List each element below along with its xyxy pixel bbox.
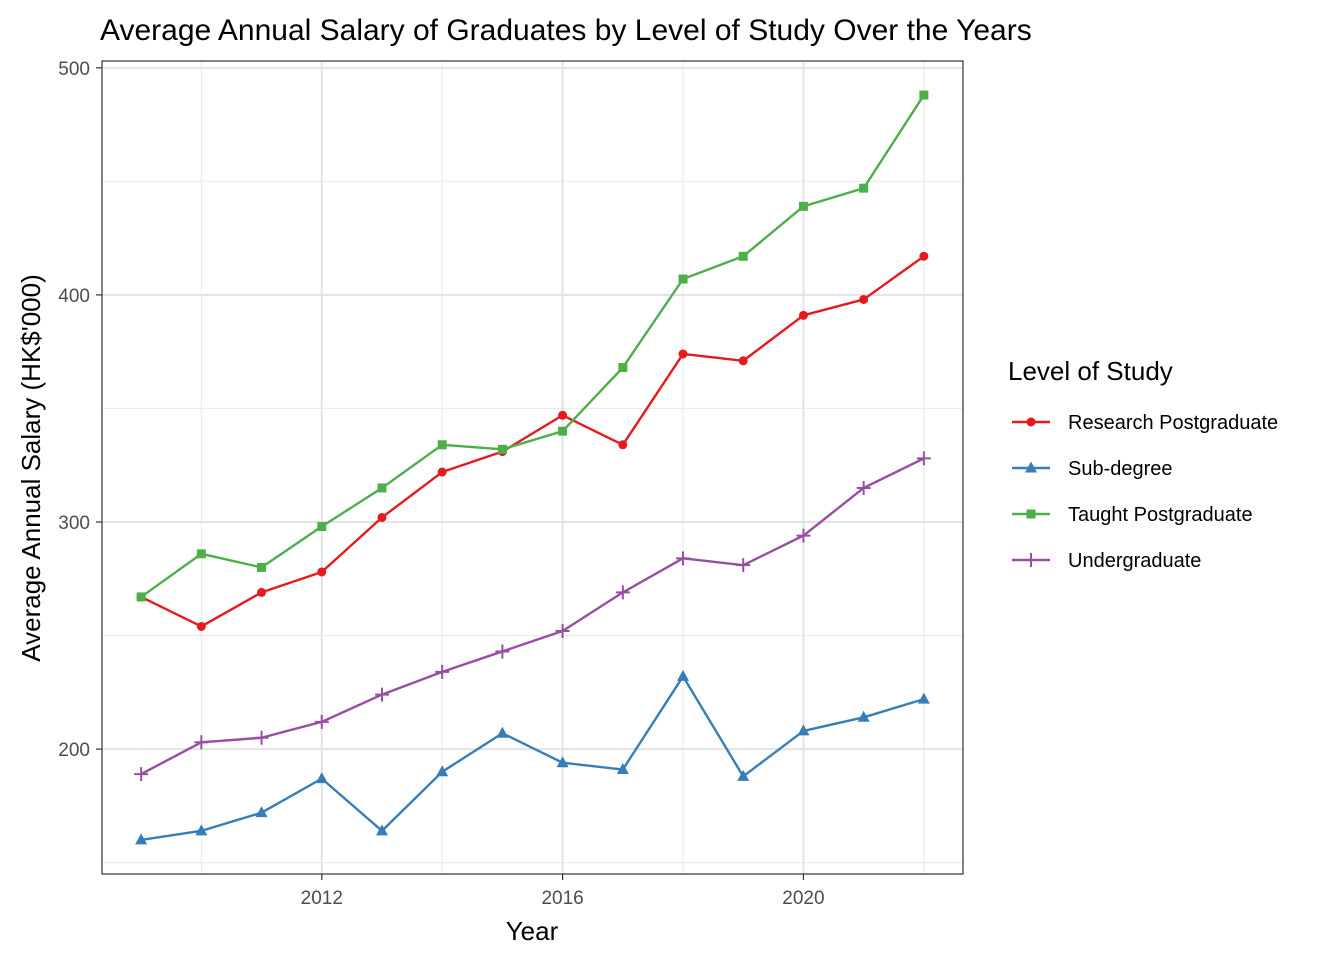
y-tick-label: 200: [58, 740, 90, 761]
data-point-taught-postgraduate: [678, 274, 688, 284]
x-tick-label: 2016: [541, 888, 583, 909]
data-point-sub-degree: [917, 692, 930, 704]
data-point-undergraduate: [615, 585, 630, 600]
legend-label: Sub-degree: [1068, 458, 1173, 480]
data-point-taught-postgraduate: [437, 440, 447, 450]
x-tick-label: 2012: [301, 888, 343, 909]
legend-items: Research Postgraduate Sub-degree Taught Po…: [1012, 412, 1278, 572]
data-point-taught-postgraduate: [497, 444, 507, 454]
y-tick-label: 500: [58, 59, 90, 80]
legend-label: Taught Postgraduate: [1068, 504, 1253, 526]
legend-label: Undergraduate: [1068, 550, 1201, 572]
data-point-sub-degree: [857, 710, 870, 722]
legend-key-marker: [1026, 509, 1036, 519]
data-point-undergraduate: [736, 558, 751, 573]
legend-key-marker: [1025, 461, 1037, 473]
data-point-undergraduate: [194, 735, 209, 750]
data-point-undergraduate: [555, 624, 570, 639]
data-point-sub-degree: [677, 669, 690, 681]
data-point-undergraduate: [495, 644, 510, 659]
series-line-research-postgraduate: [140, 255, 925, 628]
data-point-sub-degree: [375, 824, 388, 836]
y-tick-label: 400: [58, 286, 90, 307]
data-point-research-postgraduate: [257, 587, 267, 597]
data-point-taught-postgraduate: [558, 426, 568, 436]
data-point-taught-postgraduate: [136, 592, 146, 602]
data-point-sub-degree: [315, 772, 328, 784]
legend: Level of Study Research Postgraduate Sub-…: [1008, 356, 1278, 572]
data-point-undergraduate: [676, 551, 691, 566]
series-line-taught-postgraduate: [140, 94, 925, 598]
legend-item-taught-postgraduate: Taught Postgraduate: [1012, 504, 1253, 526]
data-point-research-postgraduate: [738, 356, 748, 366]
data-point-taught-postgraduate: [196, 549, 206, 559]
data-point-research-postgraduate: [437, 467, 447, 477]
data-point-research-postgraduate: [196, 621, 206, 631]
data-point-taught-postgraduate: [257, 562, 267, 572]
data-point-sub-degree: [436, 765, 449, 777]
data-point-undergraduate: [374, 687, 389, 702]
legend-item-sub-degree: Sub-degree: [1012, 458, 1173, 480]
data-point-sub-degree: [496, 726, 509, 738]
x-axis-title: Year: [506, 916, 559, 946]
data-point-undergraduate: [796, 528, 811, 543]
chart-title: Average Annual Salary of Graduates by Le…: [100, 14, 1032, 47]
data-point-sub-degree: [616, 763, 629, 775]
data-point-taught-postgraduate: [317, 522, 327, 532]
data-point-research-postgraduate: [558, 410, 568, 420]
data-point-undergraduate: [254, 730, 269, 745]
data-point-research-postgraduate: [919, 251, 929, 261]
data-point-research-postgraduate: [317, 567, 327, 577]
data-point-undergraduate: [314, 714, 329, 729]
legend-key-marker: [1024, 553, 1038, 567]
data-point-sub-degree: [797, 724, 810, 736]
legend-item-research-postgraduate: Research Postgraduate: [1012, 412, 1278, 434]
data-point-taught-postgraduate: [377, 483, 387, 493]
data-point-sub-degree: [556, 756, 569, 768]
data-point-taught-postgraduate: [919, 90, 929, 100]
legend-key-marker: [1026, 417, 1036, 427]
legend-item-undergraduate: Undergraduate: [1012, 550, 1201, 572]
series-undergraduate: [134, 451, 931, 782]
data-point-research-postgraduate: [377, 512, 387, 522]
data-point-sub-degree: [195, 824, 208, 836]
data-point-undergraduate: [435, 664, 450, 679]
data-point-research-postgraduate: [859, 294, 869, 304]
x-tick-label: 2020: [782, 888, 824, 909]
legend-label: Research Postgraduate: [1068, 412, 1278, 434]
series-layer: [134, 90, 931, 845]
data-point-taught-postgraduate: [798, 201, 808, 211]
plot-panel-border: [101, 60, 964, 875]
series-taught-postgraduate: [136, 90, 929, 602]
legend-title: Level of Study: [1008, 356, 1173, 386]
series-sub-degree: [135, 669, 930, 845]
data-point-taught-postgraduate: [618, 363, 628, 373]
data-point-research-postgraduate: [798, 310, 808, 320]
series-line-undergraduate: [140, 457, 925, 776]
tick-layer: 2012 2016 2020 200 300 400 500: [58, 59, 824, 909]
data-point-taught-postgraduate: [859, 183, 869, 193]
series-line-sub-degree: [140, 675, 925, 842]
data-point-research-postgraduate: [618, 440, 628, 450]
data-point-undergraduate: [916, 451, 931, 466]
y-tick-label: 300: [58, 513, 90, 534]
data-point-research-postgraduate: [678, 349, 688, 359]
data-point-sub-degree: [135, 833, 148, 845]
data-point-undergraduate: [134, 767, 149, 782]
y-axis-title: Average Annual Salary (HK$'000): [16, 274, 46, 662]
data-point-sub-degree: [737, 769, 750, 781]
data-point-sub-degree: [255, 806, 268, 818]
grid-layer: [102, 61, 963, 874]
data-point-undergraduate: [856, 480, 871, 495]
data-point-taught-postgraduate: [738, 251, 748, 261]
